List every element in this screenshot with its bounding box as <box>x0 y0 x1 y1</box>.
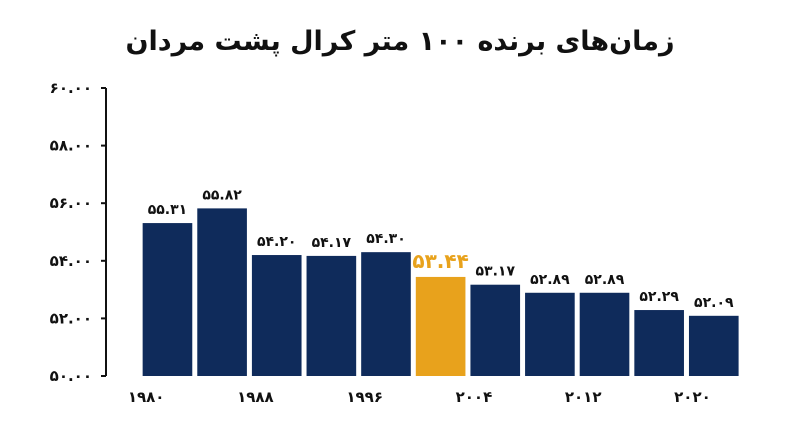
data-label: ۵۳.۴۴ <box>412 249 468 273</box>
bar <box>306 255 357 376</box>
x-tick-label: ۲۰۲۰ <box>674 388 711 406</box>
data-label: ۵۵.۳۱ <box>148 202 188 218</box>
bar <box>251 255 302 376</box>
bar <box>688 315 739 376</box>
bar <box>525 292 575 376</box>
data-label: ۵۲.۲۹ <box>639 289 679 305</box>
bar <box>470 284 521 376</box>
x-tick-label: ۲۰۱۲ <box>565 388 602 406</box>
data-label: ۵۲.۸۹ <box>530 272 570 288</box>
bar <box>634 310 684 376</box>
data-label: ۵۵.۸۲ <box>202 187 242 203</box>
x-tick-label: ۲۰۰۴ <box>456 388 493 406</box>
x-tick-label: ۱۹۸۸ <box>237 388 274 406</box>
y-tick-label: ۵۶.۰۰ <box>50 194 92 212</box>
bar <box>579 292 630 376</box>
bar <box>361 252 411 376</box>
y-tick-label: ۵۸.۰۰ <box>50 137 92 155</box>
data-label: ۵۴.۱۷ <box>312 235 352 251</box>
bar <box>197 208 247 376</box>
y-tick-label: ۵۲.۰۰ <box>50 309 92 327</box>
data-label: ۵۴.۲۰ <box>257 234 297 250</box>
x-tick-label: ۱۹۸۰ <box>128 388 165 406</box>
bar-highlight <box>415 276 466 376</box>
x-tick-label: ۱۹۹۶ <box>346 388 383 406</box>
data-label: ۵۲.۸۹ <box>585 272 625 288</box>
data-label: ۵۲.۰۹ <box>694 295 734 311</box>
bar <box>142 223 193 376</box>
data-label: ۵۴.۳۰ <box>366 231 406 247</box>
y-tick-label: ۵۰.۰۰ <box>50 367 92 385</box>
y-tick-label: ۵۴.۰۰ <box>50 252 92 270</box>
y-tick-label: ۶۰.۰۰ <box>50 79 92 97</box>
chart-title: زمان‌های برنده ۱۰۰ متر کرال پشت مردان <box>125 26 675 57</box>
data-label: ۵۳.۱۷ <box>476 264 516 280</box>
